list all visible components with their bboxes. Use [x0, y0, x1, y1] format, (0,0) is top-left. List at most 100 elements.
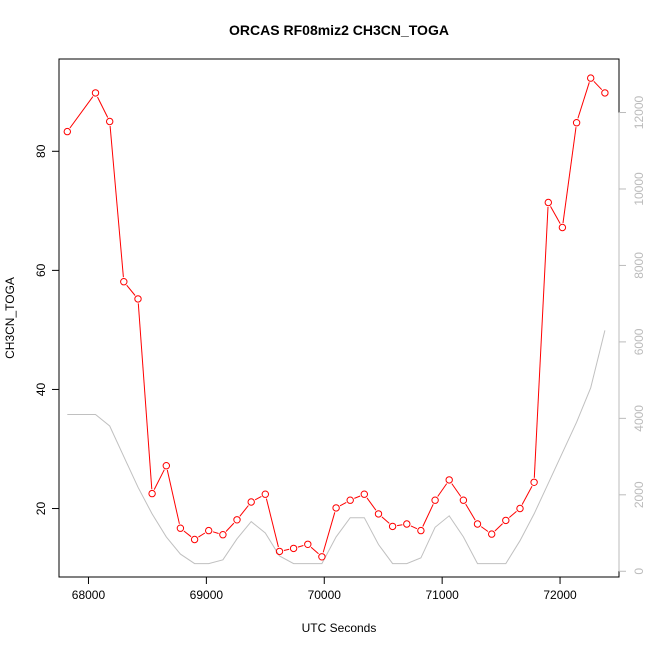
data-point: [106, 117, 114, 126]
data-point: [91, 89, 100, 97]
data-point: [63, 127, 72, 136]
data-point: [190, 535, 199, 544]
primary-series-segment: [437, 483, 448, 497]
primary-series-segment: [225, 522, 235, 532]
data-point: [544, 198, 552, 207]
y-axis-label: CH3CN_TOGA: [3, 277, 17, 359]
primary-series-segment: [422, 504, 434, 527]
primary-series-segment: [126, 284, 136, 296]
primary-series-segment: [593, 80, 603, 91]
data-point: [134, 295, 142, 303]
data-point: [516, 504, 524, 513]
data-point: [332, 504, 340, 512]
primary-series-segment: [366, 497, 377, 511]
primary-series-segment: [69, 96, 94, 129]
primary-series-segment: [97, 96, 109, 118]
y-axis-right: 0 2000 4000 6000 8000 10000 12000: [618, 96, 646, 575]
secondary-series: [67, 330, 606, 565]
primary-series-segment: [521, 486, 533, 505]
y2-tick-label: 10000: [632, 172, 646, 206]
primary-series-segment: [322, 512, 336, 553]
primary-series-segment: [339, 501, 347, 507]
primary-series-segment: [109, 125, 124, 278]
primary-series-segment: [265, 498, 279, 548]
primary-series-segment: [166, 469, 180, 524]
y-tick-label: 60: [34, 263, 48, 277]
primary-series-segment: [239, 505, 249, 517]
plot-area-border: [58, 58, 620, 578]
data-point: [346, 496, 354, 504]
primary-series-segment: [562, 127, 577, 224]
y-tick-label: 40: [34, 382, 48, 396]
y2-tick-label: 2000: [632, 481, 646, 508]
primary-series-segment: [297, 545, 304, 548]
data-point: [445, 476, 453, 484]
data-point: [289, 544, 298, 553]
data-point: [473, 520, 482, 528]
data-point: [403, 520, 411, 528]
primary-series-segment: [283, 548, 290, 551]
data-point: [502, 516, 510, 525]
data-point: [233, 516, 241, 524]
x-tick-label: 71000: [425, 588, 459, 602]
chart-title: ORCAS RF08miz2 CH3CN_TOGA: [229, 22, 449, 38]
primary-series-segment: [254, 495, 262, 501]
primary-series-segment: [508, 511, 517, 518]
data-point: [587, 74, 595, 82]
primary-series: [63, 74, 609, 561]
secondary-series-line: [67, 330, 606, 565]
data-point: [431, 496, 439, 504]
primary-series-segment: [577, 82, 590, 119]
data-point: [120, 278, 128, 286]
y-tick-label: 80: [34, 144, 48, 158]
x-tick-label: 69000: [190, 588, 224, 602]
data-point: [374, 510, 383, 518]
primary-series-segment: [494, 523, 503, 532]
y2-tick-label: 12000: [632, 96, 646, 130]
primary-series-segment: [183, 530, 192, 538]
primary-series-segment: [137, 303, 153, 490]
primary-series-segment: [397, 524, 403, 527]
x-axis: 68000 69000 70000 71000 72000: [72, 577, 577, 602]
primary-series-segment: [381, 516, 390, 524]
data-point: [601, 89, 609, 97]
data-point: [205, 526, 213, 535]
x-tick-label: 70000: [308, 588, 342, 602]
primary-series-segment: [354, 495, 361, 499]
data-point: [275, 547, 284, 556]
data-point: [459, 496, 468, 504]
data-point: [388, 522, 397, 531]
x-tick-label: 68000: [72, 588, 106, 602]
x-tick-label: 72000: [543, 588, 577, 602]
y2-tick-label: 0: [632, 568, 646, 575]
y2-tick-label: 8000: [632, 252, 646, 279]
primary-series-segment: [480, 526, 489, 532]
data-point: [488, 530, 496, 538]
data-point: [558, 223, 567, 232]
y-axis-left: 20 40 60 80: [34, 144, 59, 515]
data-point: [572, 119, 581, 127]
x-axis-label: UTC Seconds: [302, 621, 377, 635]
primary-series-segment: [410, 525, 418, 530]
y2-tick-label: 4000: [632, 405, 646, 432]
data-point: [176, 524, 185, 532]
y2-tick-label: 6000: [632, 328, 646, 355]
data-point: [247, 498, 255, 506]
data-point: [417, 526, 425, 535]
y-tick-label: 20: [34, 502, 48, 516]
data-point: [304, 540, 312, 548]
data-point: [162, 462, 171, 470]
primary-series-segment: [465, 503, 476, 521]
primary-series-segment: [550, 206, 561, 224]
primary-series-segment: [451, 483, 462, 497]
data-point: [360, 490, 368, 498]
data-point: [318, 553, 326, 561]
primary-series-segment: [310, 546, 319, 555]
primary-series-segment: [198, 532, 206, 538]
data-point: [261, 490, 269, 498]
data-point: [148, 489, 156, 498]
primary-series-segment: [212, 531, 219, 534]
primary-series-segment: [533, 206, 549, 478]
data-point: [219, 531, 227, 539]
